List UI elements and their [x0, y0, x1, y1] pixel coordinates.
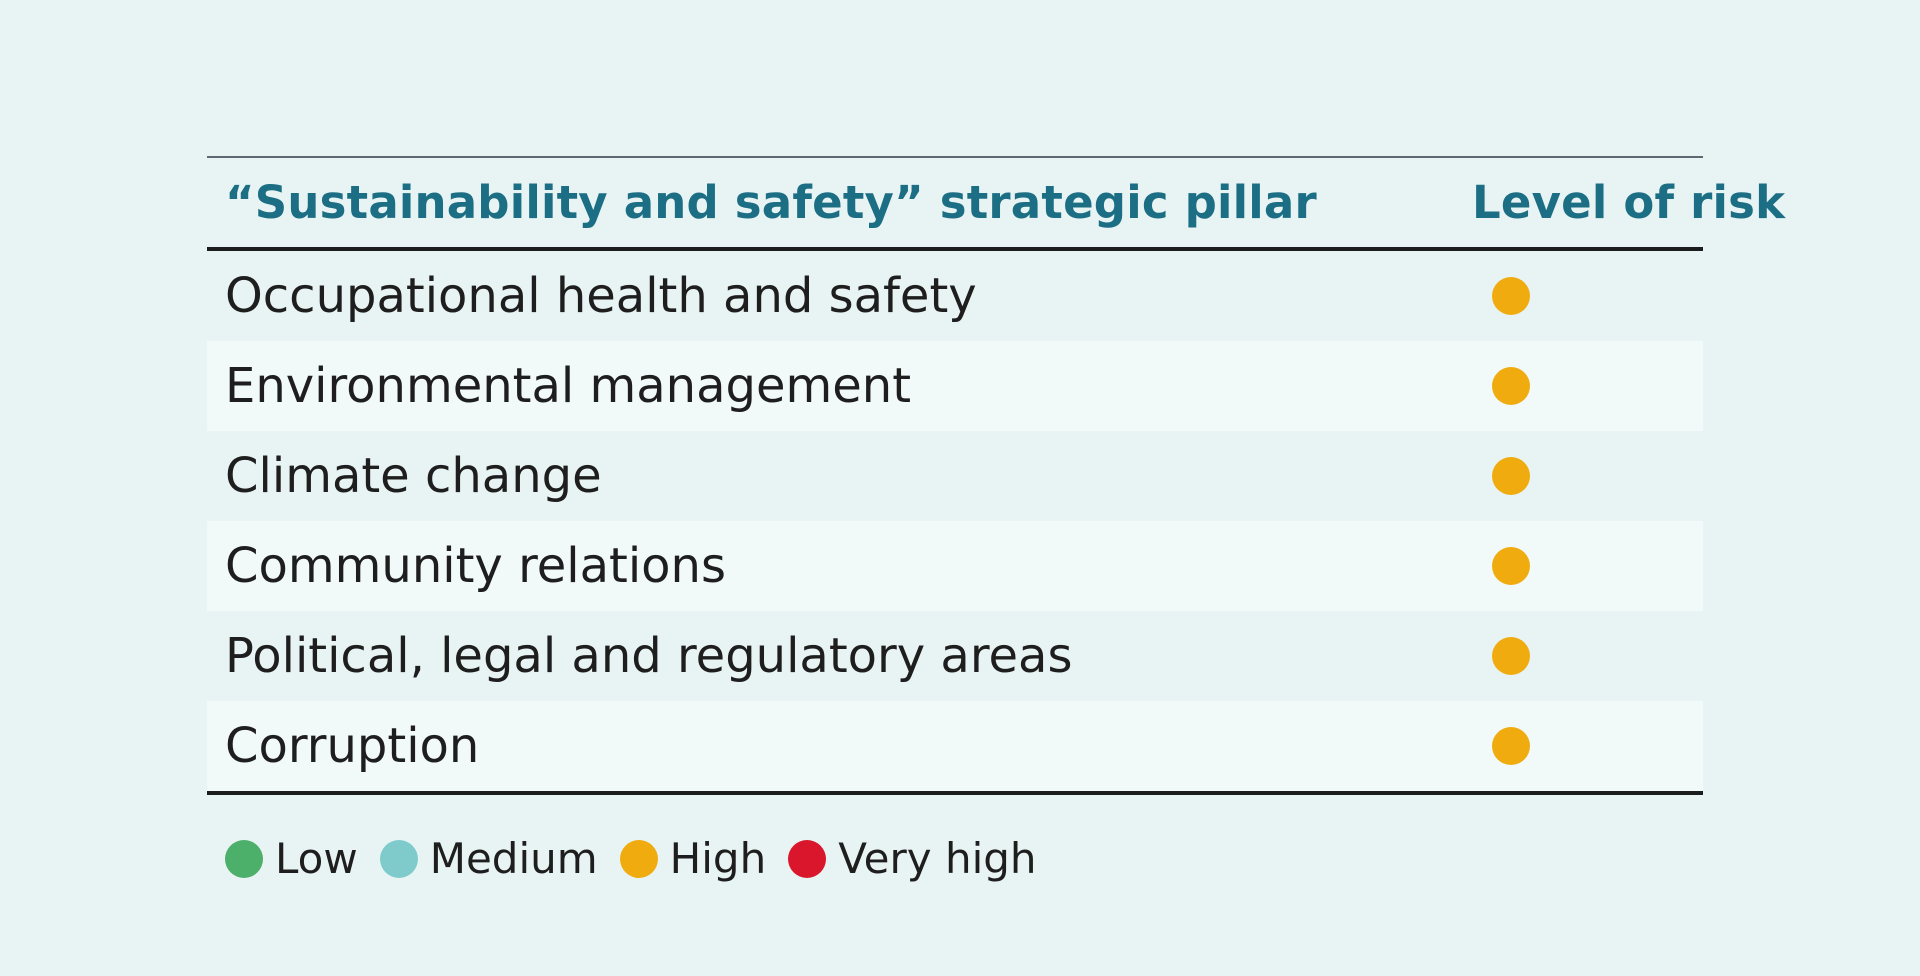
risk-cell	[1327, 277, 1703, 315]
bottom-rule	[207, 791, 1703, 795]
table-row: Corruption	[207, 701, 1703, 791]
top-rule	[207, 156, 1703, 158]
high-dot-icon	[619, 839, 658, 878]
legend-label: Very high	[838, 834, 1037, 883]
risk-cell	[1327, 547, 1703, 585]
table-body: Occupational health and safety Environme…	[207, 251, 1703, 791]
legend-item-low: Low	[225, 834, 358, 883]
table-row: Climate change	[207, 431, 1703, 521]
row-label: Community relations	[225, 538, 726, 594]
table-row: Environmental management	[207, 341, 1703, 431]
risk-level-dot-icon	[1492, 457, 1530, 495]
legend-item-high: High	[619, 834, 767, 883]
risk-level-dot-icon	[1492, 637, 1530, 675]
row-label: Political, legal and regulatory areas	[225, 628, 1073, 684]
medium-dot-icon	[379, 839, 418, 878]
risk-cell	[1327, 457, 1703, 495]
row-label: Occupational health and safety	[225, 268, 977, 324]
very-high-dot-icon	[788, 839, 827, 878]
risk-legend: Low Medium High Very high	[225, 834, 1059, 883]
row-label: Corruption	[225, 718, 480, 774]
row-label: Environmental management	[225, 358, 912, 414]
legend-label: Low	[275, 834, 358, 883]
risk-cell	[1327, 367, 1703, 405]
legend-item-very-high: Very high	[788, 834, 1037, 883]
table-row: Occupational health and safety	[207, 251, 1703, 341]
legend-label: Medium	[429, 834, 598, 883]
risk-column-header: Level of risk	[1472, 176, 1786, 229]
row-label: Climate change	[225, 448, 602, 504]
risk-level-dot-icon	[1492, 277, 1530, 315]
table-row: Community relations	[207, 521, 1703, 611]
risk-level-dot-icon	[1492, 547, 1530, 585]
risk-table: “Sustainability and safety” strategic pi…	[207, 156, 1786, 795]
table-header: “Sustainability and safety” strategic pi…	[207, 158, 1786, 251]
risk-cell	[1327, 637, 1703, 675]
legend-item-medium: Medium	[379, 834, 598, 883]
table-row: Political, legal and regulatory areas	[207, 611, 1703, 701]
legend-label: High	[669, 834, 767, 883]
risk-level-dot-icon	[1492, 367, 1530, 405]
low-dot-icon	[225, 839, 263, 878]
risk-level-dot-icon	[1492, 727, 1530, 765]
pillar-column-header: “Sustainability and safety” strategic pi…	[225, 176, 1317, 229]
risk-cell	[1327, 727, 1703, 765]
